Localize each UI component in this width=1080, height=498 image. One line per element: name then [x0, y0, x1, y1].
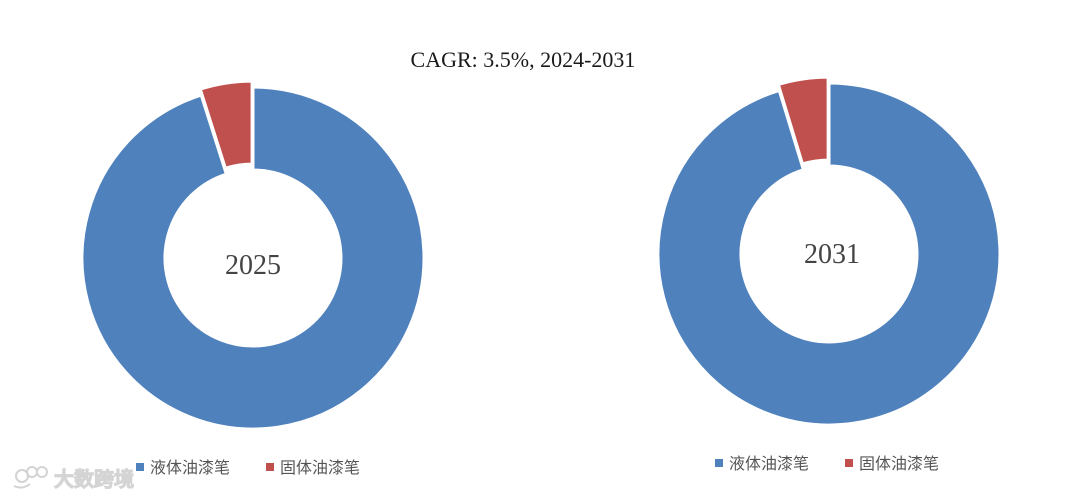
- legend-label-solid: 固体油漆笔: [280, 458, 360, 477]
- donut-chart-2031: [656, 75, 1002, 427]
- center-label-2025: 2025: [225, 250, 281, 281]
- slice-liquid: [656, 81, 1002, 427]
- slice-solid: [198, 79, 254, 171]
- watermark-text: 大数跨境: [54, 467, 134, 491]
- watermark: 大数跨境: [13, 466, 135, 492]
- legend-2031: 液体油漆笔 固体油漆笔: [715, 454, 939, 473]
- legend-swatch-liquid: [136, 463, 144, 471]
- legend-swatch-solid: [266, 463, 274, 471]
- handshake-logo-icon: [13, 466, 48, 489]
- legend-swatch-liquid: [715, 459, 723, 467]
- legend-label-liquid: 液体油漆笔: [150, 458, 230, 477]
- legend-label-liquid: 液体油漆笔: [729, 454, 809, 473]
- center-label-2031: 2031: [804, 239, 860, 270]
- legend-label-solid: 固体油漆笔: [859, 454, 939, 473]
- legend-swatch-solid: [845, 459, 853, 467]
- chart-title: CAGR: 3.5%, 2024-2031: [411, 47, 636, 72]
- slice-liquid: [80, 85, 426, 431]
- legend-2025: 液体油漆笔 固体油漆笔: [136, 458, 360, 477]
- donut-chart-2025: [80, 79, 426, 431]
- slice-solid: [776, 75, 830, 166]
